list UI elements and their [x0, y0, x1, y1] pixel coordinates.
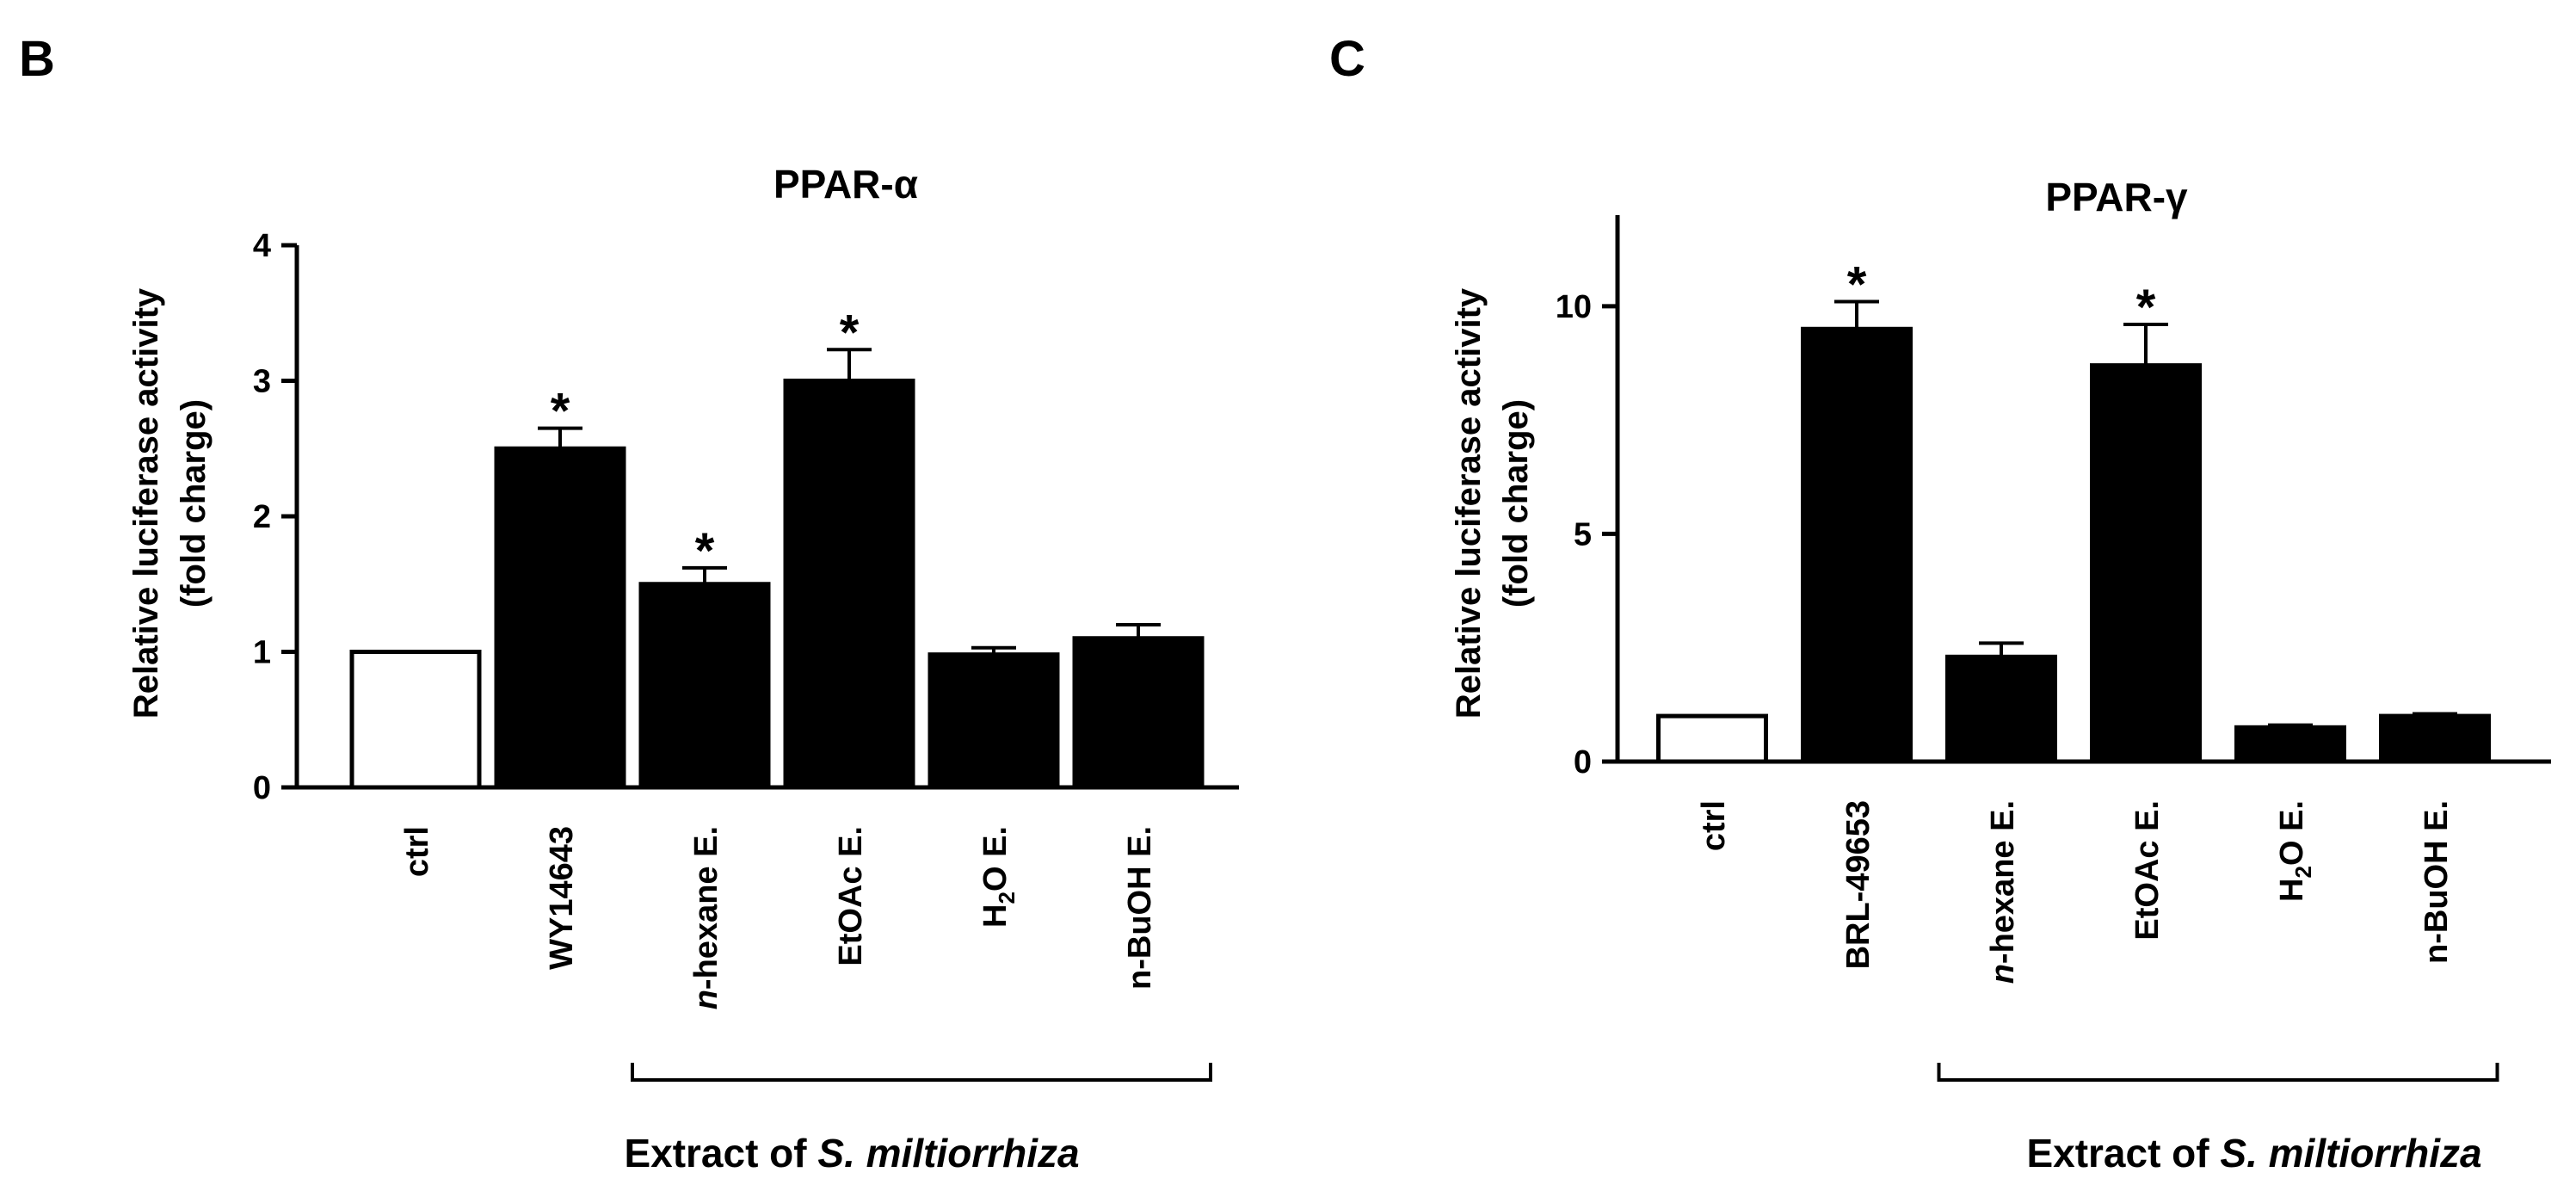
significance-asterisk: *: [551, 384, 570, 440]
panel-b: B PPAR-α Relative luciferase activity (f…: [19, 31, 1239, 1175]
panel-letter-b: B: [19, 31, 55, 87]
y-axis-label-line1: Relative luciferase activity: [127, 287, 165, 719]
x-tick-label: EtOAc E.: [833, 826, 869, 966]
y-tick-label: 0: [1574, 744, 1592, 781]
bar-n-buoh-e-: [2379, 713, 2491, 764]
x-tick-label-h: H: [2274, 879, 2310, 902]
extract-bracket: [631, 1063, 1212, 1082]
y-axis-label-line2: (fold charge): [175, 399, 213, 608]
y-axis-label-line2: (fold charge): [1497, 399, 1535, 608]
bracket-label-species: S. miltiorrhiza: [817, 1131, 1079, 1175]
extract-bracket: [1937, 1063, 2499, 1082]
x-tick-label-rest: O E.: [2274, 800, 2310, 866]
x-tick-label: n-BuOH E.: [1122, 826, 1158, 990]
x-tick-label-subscript: 2: [2290, 866, 2316, 878]
significance-asterisk: *: [1847, 257, 1867, 313]
y-axis-label-line1: Relative luciferase activity: [1450, 287, 1488, 719]
x-tick-label: n-BuOH E.: [2419, 800, 2455, 964]
y-tick-label: 5: [1574, 516, 1592, 552]
x-tick-label: H2O E.: [2274, 800, 2316, 902]
chart-title-ppar-gamma: PPAR-γ: [2045, 175, 2188, 219]
panel-letter-c: C: [1329, 31, 1365, 87]
bar-h2o-e-: [927, 652, 1060, 790]
panel-c: C PPAR-γ Relative luciferase activity (f…: [1329, 31, 2551, 1175]
y-tick-label: 0: [253, 770, 271, 806]
x-tick-label: ctrl: [1696, 800, 1732, 851]
bar-ctrl: [349, 650, 482, 790]
y-tick-label: 2: [253, 499, 271, 535]
x-tick-label: H2O E.: [977, 826, 1020, 928]
bracket-label-prefix: Extract of: [2026, 1131, 2220, 1175]
significance-asterisk: *: [840, 305, 860, 361]
y-tick-label: 3: [253, 364, 271, 400]
significance-asterisk: *: [2136, 280, 2156, 336]
bar-wy14643: [494, 446, 626, 790]
x-tick-label-h: H: [977, 904, 1014, 928]
bracket-label-species: S. miltiorrhiza: [2220, 1131, 2481, 1175]
y-tick-label: 4: [253, 228, 271, 264]
x-tick-label: WY14643: [544, 826, 580, 970]
y-tick-label: 10: [1556, 289, 1592, 325]
x-tick-label: n-hexane E.: [1985, 800, 2021, 984]
x-tick-label-rest: O E.: [977, 826, 1014, 892]
bar-etoac-e-: [783, 379, 915, 790]
bar-etoac-e-: [2090, 363, 2202, 764]
x-tick-label: EtOAc E.: [2129, 800, 2166, 941]
bar-n-hexane-e-: [638, 582, 771, 790]
bar-h2o-e-: [2234, 725, 2346, 764]
bracket-label: Extract of S. miltiorrhiza: [2026, 1131, 2481, 1175]
x-tick-label-rest: -hexane E.: [688, 826, 724, 990]
y-tick-label: 1: [253, 635, 271, 671]
x-tick-label: BRL-49653: [1840, 800, 1877, 969]
bar-ctrl: [1656, 713, 1768, 764]
bar-n-buoh-e-: [1072, 636, 1205, 790]
bracket-label-prefix: Extract of: [624, 1131, 817, 1175]
bracket-label: Extract of S. miltiorrhiza: [624, 1131, 1079, 1175]
bar-brl-49653: [1801, 326, 1913, 764]
x-tick-label: ctrl: [399, 826, 435, 877]
significance-asterisk: *: [695, 523, 715, 579]
x-tick-label-rest: -hexane E.: [1985, 800, 2021, 964]
bar-n-hexane-e-: [1945, 654, 2057, 764]
x-tick-label-italic-part: n: [688, 990, 724, 1009]
chart-title-ppar-alpha: PPAR-α: [773, 162, 918, 207]
x-tick-label: n-hexane E.: [688, 826, 724, 1009]
x-tick-label-subscript: 2: [994, 892, 1020, 904]
x-tick-label-italic-part: n: [1985, 964, 2021, 984]
plot-area-ppar-gamma: 0 5 10 ctrl * BRL-49653 n-hexane E. * EtOAc E. H2…: [1556, 215, 2551, 1082]
